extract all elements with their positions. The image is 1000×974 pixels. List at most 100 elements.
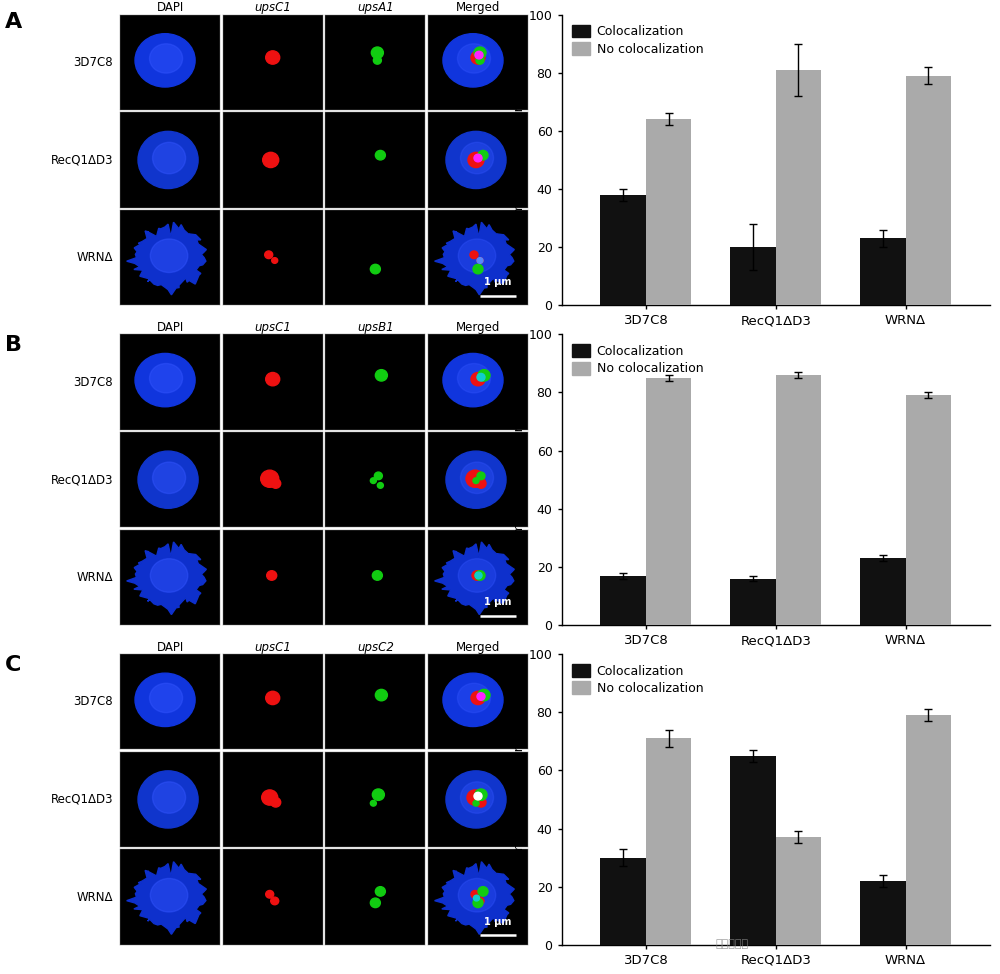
Y-axis label: chromatin localization (%): chromatin localization (%): [513, 78, 526, 243]
Circle shape: [478, 886, 488, 896]
Ellipse shape: [150, 559, 188, 592]
Circle shape: [373, 56, 381, 64]
Bar: [600, 195, 646, 305]
Ellipse shape: [446, 131, 506, 189]
Circle shape: [478, 690, 490, 701]
Polygon shape: [435, 862, 514, 934]
Ellipse shape: [458, 239, 496, 273]
Circle shape: [262, 790, 278, 805]
Circle shape: [266, 51, 280, 64]
Ellipse shape: [458, 559, 496, 592]
Circle shape: [271, 897, 279, 905]
Circle shape: [375, 369, 387, 381]
Polygon shape: [127, 542, 206, 615]
Title: DAPI: DAPI: [156, 641, 184, 654]
Circle shape: [370, 264, 380, 274]
Circle shape: [370, 478, 376, 483]
Circle shape: [474, 792, 482, 800]
Y-axis label: RecQ1ΔD3: RecQ1ΔD3: [51, 473, 113, 486]
Circle shape: [477, 693, 485, 700]
Title: upsC1: upsC1: [254, 641, 291, 654]
Ellipse shape: [460, 142, 494, 173]
Circle shape: [476, 897, 484, 905]
Ellipse shape: [153, 782, 186, 813]
Ellipse shape: [150, 879, 188, 912]
Title: upsB1: upsB1: [357, 320, 394, 334]
Bar: [646, 378, 691, 625]
Ellipse shape: [457, 363, 491, 393]
Circle shape: [474, 47, 486, 58]
Circle shape: [466, 470, 484, 487]
Polygon shape: [127, 222, 206, 295]
Circle shape: [477, 258, 483, 263]
Circle shape: [471, 372, 485, 386]
Circle shape: [478, 150, 488, 160]
Circle shape: [475, 571, 485, 581]
Ellipse shape: [460, 462, 494, 494]
Bar: [600, 857, 646, 945]
Bar: [730, 247, 776, 305]
Ellipse shape: [138, 131, 198, 189]
Text: 1 μm: 1 μm: [484, 597, 512, 607]
Title: Merged: Merged: [456, 641, 500, 654]
Circle shape: [371, 47, 383, 58]
Circle shape: [473, 898, 483, 908]
Circle shape: [473, 801, 479, 806]
Ellipse shape: [138, 451, 198, 508]
Title: upsC2: upsC2: [357, 641, 394, 654]
Circle shape: [263, 152, 279, 168]
Circle shape: [375, 690, 387, 701]
Circle shape: [473, 264, 483, 274]
Text: B: B: [5, 335, 22, 356]
Y-axis label: RecQ1ΔD3: RecQ1ΔD3: [51, 154, 113, 167]
Y-axis label: WRNΔ: WRNΔ: [77, 890, 113, 904]
Text: 1 μm: 1 μm: [484, 917, 512, 926]
Circle shape: [473, 478, 479, 483]
Legend: Colocalization, No colocalization: Colocalization, No colocalization: [568, 341, 707, 379]
Bar: [730, 756, 776, 945]
Circle shape: [477, 373, 485, 381]
Ellipse shape: [150, 44, 183, 73]
Circle shape: [476, 479, 486, 488]
Bar: [906, 715, 951, 945]
Circle shape: [272, 258, 278, 263]
Legend: Colocalization, No colocalization: Colocalization, No colocalization: [568, 20, 707, 59]
Circle shape: [477, 472, 485, 479]
Ellipse shape: [150, 363, 183, 393]
Y-axis label: 3D7C8: 3D7C8: [73, 695, 113, 708]
Y-axis label: 3D7C8: 3D7C8: [73, 376, 113, 389]
Title: upsC1: upsC1: [254, 1, 291, 15]
Ellipse shape: [443, 354, 503, 407]
Circle shape: [372, 789, 384, 801]
Circle shape: [473, 895, 479, 901]
Bar: [600, 576, 646, 625]
Circle shape: [477, 258, 483, 263]
Bar: [776, 838, 821, 945]
Ellipse shape: [150, 239, 188, 273]
Ellipse shape: [153, 462, 186, 494]
Y-axis label: chromatin localization (%): chromatin localization (%): [513, 717, 526, 881]
Text: C: C: [5, 655, 21, 675]
Circle shape: [271, 798, 281, 807]
Polygon shape: [435, 542, 514, 615]
Circle shape: [370, 898, 380, 908]
Text: 1 μm: 1 μm: [484, 278, 512, 287]
Polygon shape: [435, 222, 514, 295]
Circle shape: [470, 251, 478, 258]
Ellipse shape: [153, 142, 186, 173]
Legend: Colocalization, No colocalization: Colocalization, No colocalization: [568, 660, 707, 699]
Y-axis label: RecQ1ΔD3: RecQ1ΔD3: [51, 793, 113, 805]
Bar: [906, 395, 951, 625]
Y-axis label: WRNΔ: WRNΔ: [77, 251, 113, 264]
Ellipse shape: [458, 879, 496, 912]
Circle shape: [265, 251, 273, 258]
Bar: [776, 70, 821, 305]
Circle shape: [474, 154, 482, 162]
Polygon shape: [127, 862, 206, 934]
Y-axis label: 3D7C8: 3D7C8: [73, 56, 113, 69]
Circle shape: [467, 790, 483, 805]
Circle shape: [374, 472, 382, 479]
Circle shape: [370, 801, 376, 806]
Ellipse shape: [150, 684, 183, 713]
Circle shape: [476, 798, 486, 807]
